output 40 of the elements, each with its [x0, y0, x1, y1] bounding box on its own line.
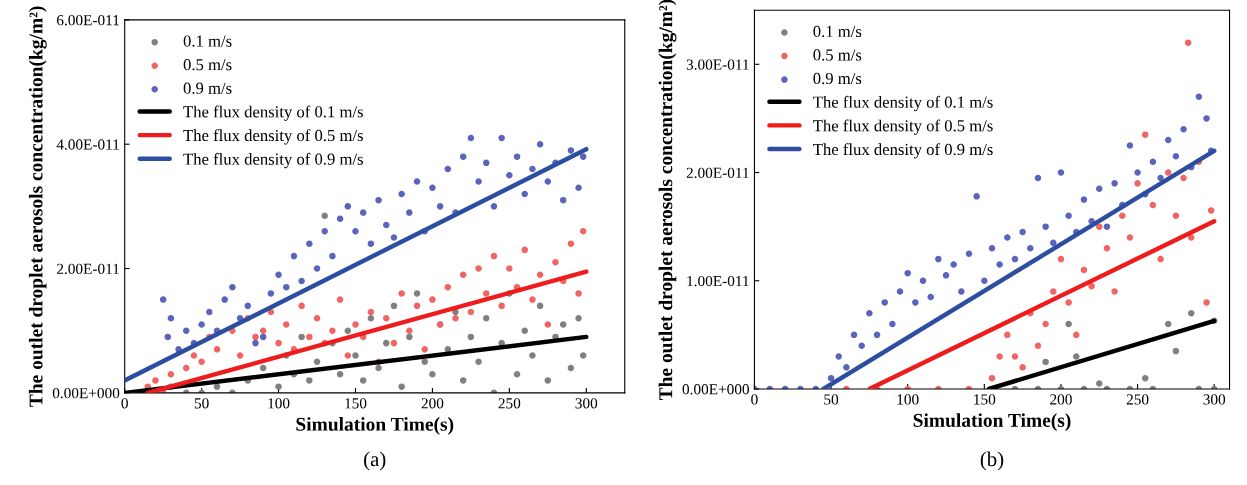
- legend-label: The flux density of 0.9 m/s: [813, 143, 993, 159]
- y-axis-title: The outlet droplet aerosols concentration(kg/m²): [658, 0, 677, 401]
- legend-label: The flux density of 0.5 m/s: [183, 129, 363, 145]
- legend-label: The flux density of 0.5 m/s: [813, 119, 993, 135]
- y-axis-title: The outlet droplet aerosols concentration(kg/m²): [28, 6, 47, 407]
- y-tick-label: 3.00E-011: [686, 59, 749, 70]
- x-tick-label: 50: [824, 394, 839, 405]
- legend-label: 0.5 m/s: [813, 49, 862, 61]
- legend-label: 0.1 m/s: [813, 25, 862, 38]
- x-axis-title: Simulation Time(s): [913, 413, 1071, 431]
- legend-label: The flux density of 0.1 m/s: [813, 95, 993, 112]
- x-tick-label: 50: [194, 398, 209, 409]
- x-axis-title: Simulation Time(s): [296, 417, 454, 435]
- x-tick-label: 0: [751, 394, 758, 405]
- x-tick-label: 250: [498, 398, 521, 409]
- legend-label: 0.5 m/s: [183, 59, 232, 71]
- legend-label: 0.9 m/s: [813, 72, 862, 85]
- x-tick-label: 100: [268, 398, 290, 409]
- legend-label: 0.1 m/s: [183, 35, 232, 47]
- x-tick-label: 150: [974, 394, 996, 405]
- y-tick-label: 2.00E-011: [686, 167, 749, 179]
- y-tick-label: 0.00E+000: [682, 384, 749, 395]
- y-tick-label: 0.00E+000: [52, 387, 120, 399]
- x-tick-label: 300: [1203, 394, 1226, 405]
- text: (b): [980, 451, 1004, 471]
- y-tick-label: 6.00E-011: [57, 15, 119, 26]
- y-tick-label: 2.00E-011: [57, 263, 119, 275]
- x-tick-label: 200: [1050, 394, 1072, 405]
- y-tick-label: 1.00E-011: [687, 275, 749, 287]
- x-tick-label: 100: [897, 394, 919, 405]
- x-tick-label: 150: [345, 398, 367, 409]
- x-tick-label: 0: [121, 398, 128, 409]
- x-tick-label: 250: [1126, 394, 1149, 405]
- y-tick-label: 4.00E-011: [56, 139, 119, 150]
- legend-label: 0.9 m/s: [183, 82, 232, 94]
- x-tick-label: 300: [575, 398, 598, 409]
- x-tick-label: 200: [421, 398, 444, 409]
- legend-label: The flux density of 0.1 m/s: [183, 105, 363, 121]
- text: (a): [364, 451, 386, 471]
- legend-label: The flux density of 0.9 m/s: [183, 152, 363, 169]
